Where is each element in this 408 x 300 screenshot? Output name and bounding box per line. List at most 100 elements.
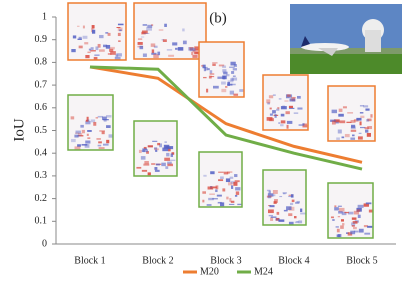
heatmap-cell <box>107 32 111 36</box>
heatmap-cell <box>106 115 112 118</box>
heatmap-cell <box>142 148 147 150</box>
heatmap-cell <box>231 185 234 189</box>
heatmap-cell <box>136 166 142 169</box>
heatmap-cell <box>213 85 219 89</box>
heatmap-cell <box>218 171 224 173</box>
heatmap-cell <box>150 43 156 47</box>
heatmap-cell <box>97 144 102 147</box>
heatmap-inset <box>133 120 178 177</box>
heatmap-cell <box>300 212 306 215</box>
heatmap-cell <box>165 146 169 149</box>
heatmap-cell <box>85 121 91 125</box>
heatmap-cell <box>353 119 359 122</box>
heatmap-cell <box>267 209 274 214</box>
heatmap-cell <box>302 124 308 128</box>
heatmap-cell <box>77 144 81 147</box>
heatmap-cell <box>143 163 150 166</box>
heatmap-cell <box>364 232 371 235</box>
heatmap-cell <box>116 53 122 57</box>
heatmap-cell <box>267 102 270 105</box>
heatmap-cell <box>78 135 84 137</box>
heatmap-cell <box>360 115 365 119</box>
heatmap-cell <box>71 49 76 53</box>
heatmap-cell <box>114 56 121 61</box>
heatmap-background <box>68 3 126 60</box>
heatmap-cell <box>143 32 150 34</box>
heatmap-cell <box>195 49 198 54</box>
heatmap-inset <box>133 2 207 60</box>
heatmap-cell <box>221 81 226 85</box>
heatmap-cell <box>192 49 196 53</box>
heatmap-border <box>262 74 309 131</box>
heatmap-cell <box>350 222 356 226</box>
heatmap-border <box>327 182 374 239</box>
heatmap-cell <box>171 152 175 155</box>
heatmap-cell <box>338 207 345 212</box>
heatmap-cell <box>366 132 371 137</box>
heatmap-cell <box>267 193 274 197</box>
heatmap-inset <box>198 41 245 98</box>
annotation: (b) <box>209 10 227 26</box>
heatmap-cell <box>110 46 115 50</box>
heatmap-cell <box>285 111 290 115</box>
heatmap-cell <box>191 51 194 56</box>
heatmap-cell <box>157 142 161 146</box>
heatmap-cell <box>98 49 105 52</box>
heatmap-cell <box>215 189 218 193</box>
heatmap-cell <box>280 124 284 127</box>
heatmap-cell <box>352 221 358 224</box>
heatmap-cell <box>332 219 335 221</box>
heatmap-cell <box>222 69 227 73</box>
heatmap-cell <box>279 195 283 198</box>
heatmap-cell <box>93 56 98 60</box>
heatmap-cell <box>366 119 370 122</box>
heatmap-cell <box>87 137 91 139</box>
heatmap-cell <box>347 112 354 114</box>
heatmap-cell <box>289 107 295 109</box>
y-tick-label: 0.4 <box>35 147 48 158</box>
heatmap-cell <box>86 133 89 136</box>
heatmap-cell <box>269 113 273 116</box>
heatmap-cell <box>154 148 160 151</box>
heatmap-cell <box>85 55 90 59</box>
heatmap-cell <box>363 105 369 108</box>
heatmap-cell <box>367 126 373 130</box>
heatmap-cell <box>269 205 275 208</box>
heatmap-cell <box>95 46 99 51</box>
heatmap-cell <box>278 219 285 222</box>
heatmap-cell <box>152 140 158 142</box>
heatmap-cell <box>273 201 277 204</box>
heatmap-cell <box>291 199 295 203</box>
heatmap-cell <box>353 210 360 215</box>
heatmap-cell <box>192 54 198 58</box>
legend-label: M24 <box>254 266 273 277</box>
heatmap-cell <box>161 39 165 41</box>
heatmap-cell <box>146 26 152 31</box>
heatmap-cell <box>347 232 353 236</box>
heatmap-cell <box>215 185 219 190</box>
heatmap-cell <box>167 147 171 152</box>
heatmap-cell <box>189 47 194 51</box>
heatmap-cell <box>288 221 294 225</box>
heatmap-cell <box>300 208 303 213</box>
heatmap-cell <box>334 207 339 211</box>
heatmap-cell <box>235 187 241 191</box>
y-tick-label: 1 <box>42 11 47 22</box>
heatmap-cell <box>110 51 116 55</box>
heatmap-cell <box>272 194 276 197</box>
heatmap-cell <box>331 109 338 114</box>
heatmap-cell <box>153 54 159 59</box>
heatmap-cell <box>164 157 170 161</box>
heatmap-border <box>133 120 178 177</box>
heatmap-cell <box>222 65 227 69</box>
heatmap-cell <box>203 76 207 79</box>
heatmap-cell <box>346 232 349 234</box>
heatmap-cell <box>84 144 90 148</box>
heatmap-cell <box>87 130 92 132</box>
heatmap-cell <box>288 105 293 109</box>
heatmap-cell <box>357 136 363 140</box>
heatmap-cell <box>81 143 88 146</box>
legend-label: M20 <box>200 266 219 277</box>
heatmap-cell <box>350 119 356 123</box>
